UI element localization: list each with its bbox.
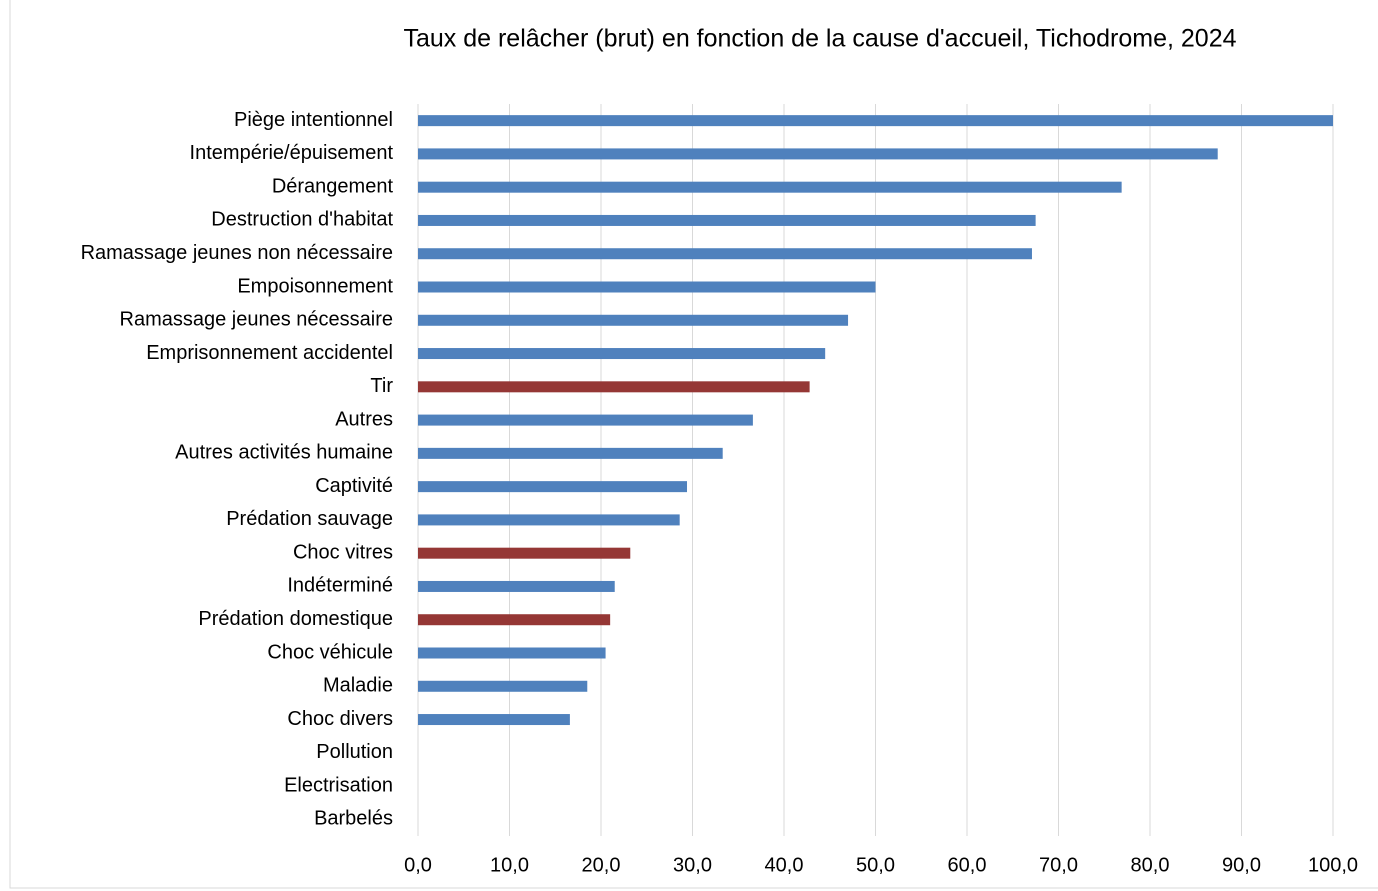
y-tick-label: Indéterminé bbox=[287, 575, 393, 597]
y-tick-label: Choc divers bbox=[287, 708, 393, 730]
y-tick-label: Barbelés bbox=[314, 808, 393, 830]
x-tick-label: 90,0 bbox=[1222, 854, 1261, 876]
y-tick-label: Choc véhicule bbox=[267, 641, 393, 663]
x-tick-label: 0,0 bbox=[404, 854, 432, 876]
bar bbox=[418, 214, 1036, 226]
x-tick-label: 40,0 bbox=[765, 854, 804, 876]
bar bbox=[418, 647, 606, 659]
x-tick-label: 50,0 bbox=[856, 854, 895, 876]
y-tick-label: Piège intentionnel bbox=[234, 109, 393, 131]
x-tick-label: 20,0 bbox=[582, 854, 621, 876]
x-tick-label: 30,0 bbox=[673, 854, 712, 876]
bar bbox=[418, 547, 631, 559]
y-tick-label: Prédation domestique bbox=[198, 608, 393, 630]
y-tick-label: Choc vitres bbox=[293, 541, 393, 563]
bar bbox=[418, 447, 723, 459]
bar bbox=[418, 248, 1032, 260]
y-tick-label: Emprisonnement accidentel bbox=[146, 342, 393, 364]
bar bbox=[418, 115, 1333, 127]
bar bbox=[418, 614, 611, 626]
chart-frame bbox=[9, 0, 1378, 889]
x-tick-label: 60,0 bbox=[948, 854, 987, 876]
x-tick-label: 100,0 bbox=[1308, 854, 1358, 876]
y-tick-label: Ramassage jeunes non nécessaire bbox=[81, 242, 393, 264]
bar bbox=[418, 714, 570, 726]
y-tick-label: Maladie bbox=[323, 675, 393, 697]
bar bbox=[418, 381, 810, 393]
y-tick-label: Dérangement bbox=[272, 175, 394, 197]
y-tick-label: Captivité bbox=[315, 475, 393, 497]
y-tick-label: Autres activités humaine bbox=[175, 442, 393, 464]
bar bbox=[418, 348, 826, 360]
x-tick-label: 80,0 bbox=[1131, 854, 1170, 876]
bar bbox=[418, 281, 876, 293]
bar bbox=[418, 181, 1122, 193]
bar bbox=[418, 481, 688, 493]
chart-title: Taux de relâcher (brut) en fonction de l… bbox=[403, 25, 1236, 53]
bar bbox=[418, 680, 588, 692]
y-tick-label: Electrisation bbox=[284, 774, 393, 796]
bar bbox=[418, 580, 615, 592]
bar bbox=[418, 414, 753, 426]
bar bbox=[418, 314, 849, 326]
x-tick-label: 10,0 bbox=[490, 854, 529, 876]
y-tick-label: Ramassage jeunes nécessaire bbox=[120, 309, 394, 331]
bar bbox=[418, 514, 680, 526]
y-tick-label: Autres bbox=[335, 408, 393, 430]
y-tick-label: Pollution bbox=[316, 741, 393, 763]
x-tick-label: 70,0 bbox=[1039, 854, 1078, 876]
y-tick-label: Destruction d'habitat bbox=[211, 209, 393, 231]
y-tick-label: Empoisonnement bbox=[237, 275, 393, 297]
y-tick-label: Tir bbox=[370, 375, 393, 397]
bar bbox=[418, 148, 1218, 160]
y-tick-label: Intempérie/épuisement bbox=[190, 142, 394, 164]
y-tick-label: Prédation sauvage bbox=[226, 508, 393, 530]
